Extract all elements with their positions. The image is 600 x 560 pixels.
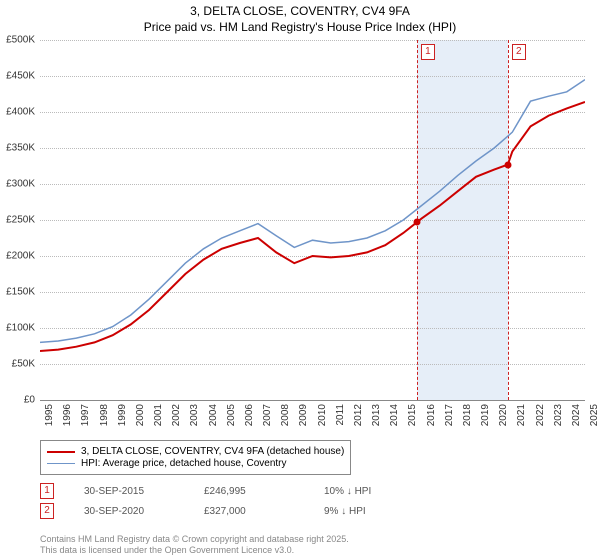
x-axis-label: 2023 — [553, 404, 564, 426]
x-axis-label: 2003 — [189, 404, 200, 426]
y-axis-label: £250K — [6, 215, 35, 226]
x-axis-label: 1995 — [44, 404, 55, 426]
chart-area: £0£50K£100K£150K£200K£250K£300K£350K£400… — [40, 40, 585, 401]
x-axis-label: 2022 — [535, 404, 546, 426]
x-axis-label: 2020 — [498, 404, 509, 426]
y-axis-label: £200K — [6, 251, 35, 262]
legend-area: 3, DELTA CLOSE, COVENTRY, CV4 9FA (detac… — [40, 440, 585, 523]
y-axis-label: £350K — [6, 143, 35, 154]
legend-box: 3, DELTA CLOSE, COVENTRY, CV4 9FA (detac… — [40, 440, 351, 475]
x-axis-label: 2001 — [153, 404, 164, 426]
x-axis-label: 2021 — [516, 404, 527, 426]
x-axis-label: 2019 — [480, 404, 491, 426]
x-axis-label: 2005 — [226, 404, 237, 426]
x-axis-label: 2007 — [262, 404, 273, 426]
x-axis-label: 1996 — [62, 404, 73, 426]
legend-item-hpi: HPI: Average price, detached house, Cove… — [47, 458, 344, 469]
x-axis-label: 2009 — [298, 404, 309, 426]
footer-line-1: Contains HM Land Registry data © Crown c… — [40, 534, 349, 545]
y-axis-label: £450K — [6, 71, 35, 82]
x-axis-label: 2025 — [589, 404, 600, 426]
marker-row-date: 30-SEP-2015 — [84, 486, 174, 497]
plot-region: £0£50K£100K£150K£200K£250K£300K£350K£400… — [40, 40, 585, 400]
title-line-1: 3, DELTA CLOSE, COVENTRY, CV4 9FA — [0, 4, 600, 20]
x-axis-label: 2004 — [208, 404, 219, 426]
x-axis-label: 2018 — [462, 404, 473, 426]
x-axis-label: 2010 — [317, 404, 328, 426]
series-hpi — [40, 80, 585, 343]
legend-item-price-paid: 3, DELTA CLOSE, COVENTRY, CV4 9FA (detac… — [47, 446, 344, 457]
legend-swatch-hpi — [47, 463, 75, 464]
chart-title: 3, DELTA CLOSE, COVENTRY, CV4 9FA Price … — [0, 0, 600, 35]
y-axis-label: £400K — [6, 107, 35, 118]
y-axis-label: £150K — [6, 287, 35, 298]
x-axis-label: 2016 — [426, 404, 437, 426]
legend-label-price-paid: 3, DELTA CLOSE, COVENTRY, CV4 9FA (detac… — [81, 446, 344, 457]
legend-label-hpi: HPI: Average price, detached house, Cove… — [81, 458, 287, 469]
x-axis-label: 2013 — [371, 404, 382, 426]
marker-row-delta: 10% ↓ HPI — [324, 486, 414, 497]
marker-row: 1 30-SEP-2015 £246,995 10% ↓ HPI — [40, 483, 585, 499]
marker-row-price: £246,995 — [204, 486, 294, 497]
footer-attribution: Contains HM Land Registry data © Crown c… — [40, 534, 349, 557]
x-axis-label: 1997 — [80, 404, 91, 426]
y-axis-label: £300K — [6, 179, 35, 190]
x-axis-label: 1999 — [117, 404, 128, 426]
markers-table: 1 30-SEP-2015 £246,995 10% ↓ HPI 2 30-SEP-202… — [40, 483, 585, 519]
container: 3, DELTA CLOSE, COVENTRY, CV4 9FA Price … — [0, 0, 600, 560]
x-axis-label: 2002 — [171, 404, 182, 426]
x-axis-label: 1998 — [99, 404, 110, 426]
sale-point — [504, 161, 511, 168]
marker-row-delta: 9% ↓ HPI — [324, 506, 414, 517]
marker-row-number: 2 — [40, 503, 54, 519]
marker-row: 2 30-SEP-2020 £327,000 9% ↓ HPI — [40, 503, 585, 519]
x-axis-label: 2006 — [244, 404, 255, 426]
y-axis-label: £50K — [12, 359, 35, 370]
x-axis-label: 2011 — [335, 404, 346, 426]
sale-point — [413, 219, 420, 226]
x-axis-label: 2012 — [353, 404, 364, 426]
x-axis-label: 2008 — [280, 404, 291, 426]
x-axis-label: 2017 — [444, 404, 455, 426]
x-axis-label: 2015 — [407, 404, 418, 426]
title-line-2: Price paid vs. HM Land Registry's House … — [0, 20, 600, 36]
line-layer — [40, 40, 585, 400]
marker-row-price: £327,000 — [204, 506, 294, 517]
y-axis-label: £100K — [6, 323, 35, 334]
y-axis-label: £0 — [24, 395, 35, 406]
marker-row-number: 1 — [40, 483, 54, 499]
y-axis-label: £500K — [6, 35, 35, 46]
marker-row-date: 30-SEP-2020 — [84, 506, 174, 517]
legend-swatch-price-paid — [47, 451, 75, 453]
x-axis-label: 2014 — [389, 404, 400, 426]
footer-line-2: This data is licensed under the Open Gov… — [40, 545, 349, 556]
x-axis-label: 2024 — [571, 404, 582, 426]
x-axis-label: 2000 — [135, 404, 146, 426]
